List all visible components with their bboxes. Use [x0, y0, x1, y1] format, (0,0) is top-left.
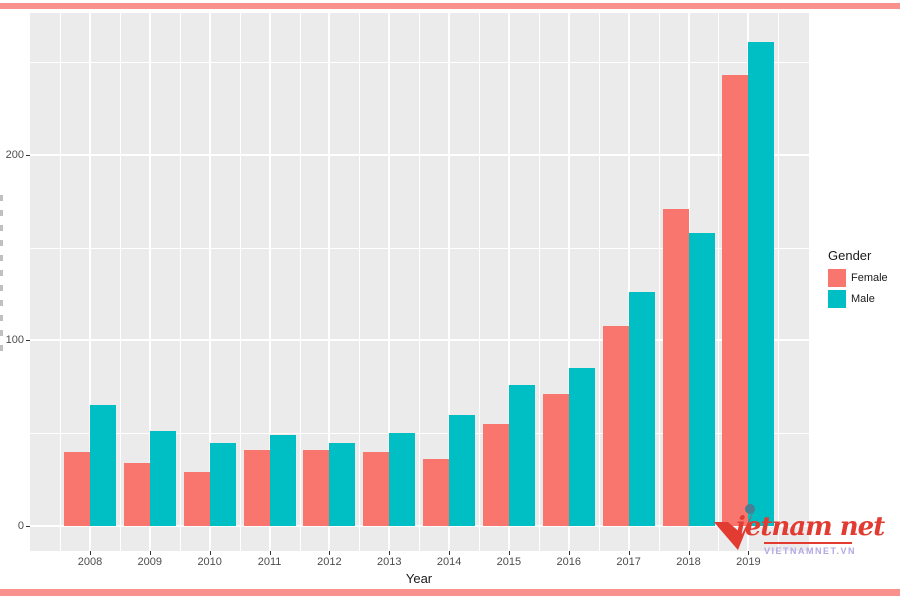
major-gridline-v: [328, 13, 331, 551]
bar-female-2017: [602, 325, 629, 526]
minor-gridline-v: [359, 13, 361, 551]
watermark: ietnam net VIETNAMNET.VN: [712, 500, 885, 558]
x-axis-title: Year: [405, 571, 433, 586]
bar-male-2013: [389, 433, 416, 526]
bar-female-2013: [363, 451, 390, 526]
legend: Gender Female Male: [828, 248, 888, 311]
legend-title: Gender: [828, 248, 872, 263]
bar-male-2016: [568, 368, 595, 526]
minor-gridline-v: [179, 13, 181, 551]
x-tick-mark: [449, 551, 451, 555]
minor-gridline-v: [239, 13, 241, 551]
female-swatch-icon: [828, 269, 846, 287]
x-tick-mark: [389, 551, 391, 555]
watermark-logo-text: ietnam net: [736, 512, 885, 542]
x-tick-label: 2014: [436, 556, 462, 568]
minor-gridline-v: [60, 13, 62, 551]
major-gridline-v: [268, 13, 271, 551]
bar-female-2016: [542, 394, 569, 526]
legend-item-female: Female: [828, 269, 888, 287]
minor-gridline-v: [299, 13, 301, 551]
bar-female-2014: [423, 459, 450, 526]
major-gridline-v: [448, 13, 451, 551]
bar-male-2010: [209, 442, 236, 526]
watermark-text-part1: ietnam: [736, 512, 833, 542]
legend-label: Male: [851, 293, 875, 305]
x-tick-label: 2013: [377, 556, 402, 568]
x-tick-label: 2019: [736, 556, 761, 568]
minor-gridline-v: [778, 13, 780, 551]
bar-female-2015: [482, 423, 509, 526]
major-gridline-v: [148, 13, 151, 551]
y-tick-mark: [26, 154, 30, 156]
y-tick-mark: [26, 526, 30, 527]
bar-female-2012: [303, 449, 330, 526]
x-tick-label: 2016: [556, 556, 582, 568]
minor-gridline-v: [658, 13, 660, 551]
top-border-bar: [0, 3, 900, 9]
minor-gridline-v: [119, 13, 121, 551]
x-tick-label: 2015: [496, 556, 522, 568]
major-gridline-v: [388, 13, 391, 551]
major-gridline-v: [507, 13, 510, 551]
x-tick-label: 2009: [137, 556, 163, 568]
x-tick-mark: [90, 551, 91, 555]
x-tick-mark: [149, 551, 151, 555]
bar-male-2012: [329, 442, 356, 526]
y-tick-label: 200: [5, 148, 24, 161]
watermark-subtext: VIETNAMNET.VN: [764, 546, 857, 556]
bar-female-2010: [183, 472, 210, 526]
x-tick-mark: [688, 551, 690, 555]
bar-male-2011: [269, 435, 296, 526]
major-gridline-v: [567, 13, 570, 551]
major-gridline-v: [627, 13, 630, 551]
bar-male-2017: [628, 292, 655, 526]
x-tick-mark: [209, 551, 211, 555]
bar-male-2008: [90, 405, 116, 526]
bar-male-2014: [449, 414, 476, 526]
x-tick-mark: [568, 551, 570, 555]
x-tick-mark: [628, 551, 630, 555]
x-tick-label: 2010: [197, 556, 222, 568]
minor-gridline-v: [538, 13, 540, 551]
y-tick-label: 0: [17, 520, 24, 532]
x-tick-mark: [508, 551, 510, 555]
x-tick-label: 2017: [616, 556, 641, 568]
bar-male-2019: [748, 41, 775, 526]
major-gridline-v: [208, 13, 211, 551]
watermark-underline: [764, 542, 852, 544]
bottom-border-bar: [0, 589, 900, 596]
watermark-text-part2: net: [839, 512, 885, 542]
minor-gridline-v: [598, 13, 600, 551]
x-tick-mark: [748, 551, 750, 555]
minor-gridline-v: [718, 13, 720, 551]
male-swatch-icon: [828, 290, 846, 308]
legend-item-male: Male: [828, 290, 888, 308]
major-gridline-v: [89, 13, 91, 551]
bar-male-2009: [149, 431, 176, 526]
bar-female-2018: [662, 208, 689, 526]
watermark-dot-icon: [745, 504, 755, 514]
x-tick-label: 2018: [676, 556, 701, 568]
y-axis-title-cropped: [0, 195, 3, 355]
y-tick-mark: [26, 340, 30, 342]
minor-gridline-v: [419, 13, 421, 551]
bar-female-2019: [722, 75, 749, 526]
plot-panel: [30, 13, 809, 551]
bar-male-2018: [688, 232, 715, 526]
x-tick-mark: [269, 551, 271, 555]
watermark-v-icon: [714, 510, 754, 550]
x-tick-label: 2011: [257, 556, 282, 568]
legend-label: Female: [851, 272, 888, 284]
y-tick-label: 100: [5, 334, 24, 347]
bar-female-2011: [243, 449, 270, 526]
x-tick-label: 2012: [317, 556, 342, 568]
bar-female-2009: [123, 462, 150, 526]
bar-male-2015: [508, 384, 535, 526]
bar-female-2008: [64, 451, 90, 526]
x-tick-mark: [329, 551, 331, 555]
x-tick-label: 2008: [77, 556, 103, 568]
minor-gridline-v: [479, 13, 480, 551]
